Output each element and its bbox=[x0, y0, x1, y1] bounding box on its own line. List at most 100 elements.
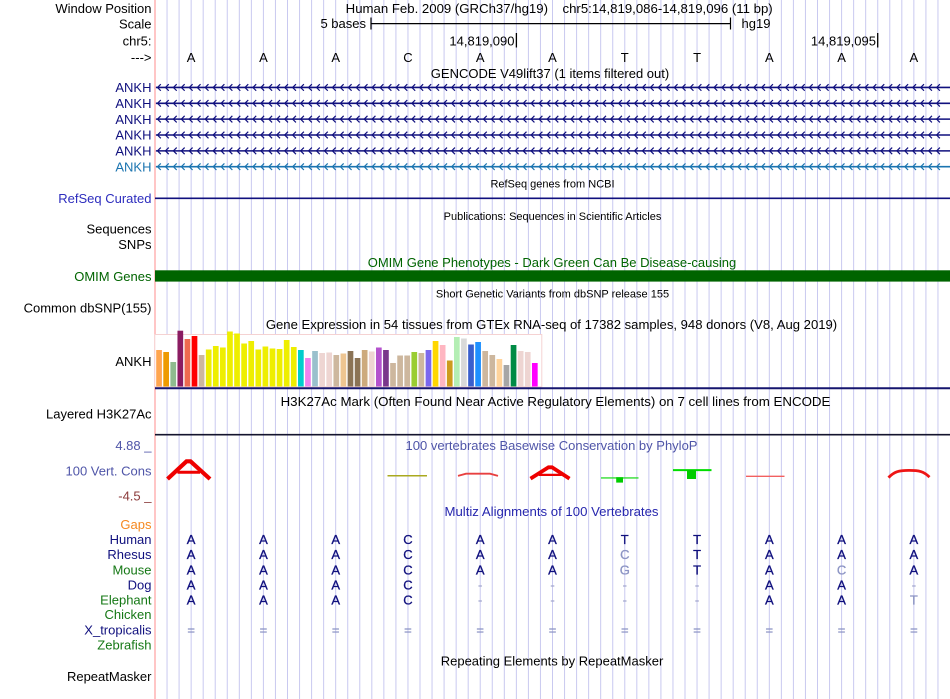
svg-text:A: A bbox=[331, 50, 340, 65]
svg-text:Chicken: Chicken bbox=[105, 607, 152, 622]
svg-text:C: C bbox=[403, 562, 412, 577]
svg-text:A: A bbox=[765, 577, 774, 592]
svg-text:A: A bbox=[548, 562, 557, 577]
svg-text:A: A bbox=[187, 532, 196, 547]
svg-text:-: - bbox=[695, 593, 699, 608]
svg-text:=: = bbox=[766, 622, 774, 637]
svg-text:A: A bbox=[187, 562, 196, 577]
svg-text:-: - bbox=[478, 593, 482, 608]
svg-text:ANKH: ANKH bbox=[115, 80, 151, 95]
svg-text:-4.5 _: -4.5 _ bbox=[118, 488, 152, 503]
svg-text:OMIM Gene Phenotypes - Dark Gr: OMIM Gene Phenotypes - Dark Green Can Be… bbox=[368, 255, 737, 270]
svg-text:=: = bbox=[693, 622, 701, 637]
svg-text:C: C bbox=[403, 50, 412, 65]
svg-text:ANKH: ANKH bbox=[115, 128, 151, 143]
svg-text:A: A bbox=[910, 562, 919, 577]
svg-text:H3K27Ac Mark (Often Found Near: H3K27Ac Mark (Often Found Near Active Re… bbox=[281, 394, 831, 409]
svg-text:A: A bbox=[331, 577, 340, 592]
svg-text:A: A bbox=[548, 50, 557, 65]
svg-text:A: A bbox=[548, 547, 557, 562]
svg-text:Publications: Sequences in Sci: Publications: Sequences in Scientific Ar… bbox=[444, 211, 662, 223]
svg-text:A: A bbox=[765, 50, 774, 65]
svg-text:A: A bbox=[187, 547, 196, 562]
svg-text:-: - bbox=[623, 593, 627, 608]
svg-text:A: A bbox=[259, 547, 268, 562]
svg-text:ANKH: ANKH bbox=[115, 112, 151, 127]
svg-text:C: C bbox=[403, 532, 412, 547]
svg-text:=: = bbox=[838, 622, 846, 637]
svg-text:A: A bbox=[837, 593, 846, 608]
svg-text:=: = bbox=[476, 622, 484, 637]
svg-text:100 vertebrates Basewise Conse: 100 vertebrates Basewise Conservation by… bbox=[406, 438, 698, 453]
svg-text:C: C bbox=[620, 547, 629, 562]
svg-text:100 Vert. Cons: 100 Vert. Cons bbox=[66, 464, 152, 479]
svg-text:A: A bbox=[837, 577, 846, 592]
svg-text:SNPs: SNPs bbox=[118, 237, 152, 252]
svg-text:Sequences: Sequences bbox=[86, 222, 152, 237]
svg-text:--->: ---> bbox=[131, 50, 152, 65]
svg-text:-: - bbox=[550, 577, 554, 592]
svg-text:A: A bbox=[259, 562, 268, 577]
svg-text:=: = bbox=[404, 622, 412, 637]
svg-text:Human Feb. 2009 (GRCh37/hg19): Human Feb. 2009 (GRCh37/hg19) bbox=[346, 1, 548, 16]
svg-text:C: C bbox=[837, 562, 846, 577]
svg-text:A: A bbox=[765, 547, 774, 562]
svg-text:A: A bbox=[259, 577, 268, 592]
svg-text:GENCODE V49lift37 (1 items fil: GENCODE V49lift37 (1 items filtered out) bbox=[431, 66, 669, 81]
svg-text:5 bases: 5 bases bbox=[320, 16, 366, 31]
svg-text:Zebrafish: Zebrafish bbox=[97, 637, 151, 652]
svg-text:ANKH: ANKH bbox=[115, 354, 151, 369]
svg-text:A: A bbox=[187, 50, 196, 65]
svg-text:-: - bbox=[912, 577, 916, 592]
svg-text:T: T bbox=[621, 532, 629, 547]
svg-text:A: A bbox=[259, 50, 268, 65]
svg-text:-: - bbox=[550, 593, 554, 608]
svg-text:Window Position: Window Position bbox=[55, 1, 151, 16]
svg-text:T: T bbox=[910, 593, 918, 608]
svg-text:A: A bbox=[765, 562, 774, 577]
svg-text:A: A bbox=[837, 547, 846, 562]
svg-text:Layered H3K27Ac: Layered H3K27Ac bbox=[46, 407, 152, 422]
svg-text:ANKH: ANKH bbox=[115, 144, 151, 159]
svg-text:Elephant: Elephant bbox=[100, 593, 152, 608]
svg-text:A: A bbox=[476, 547, 485, 562]
svg-text:A: A bbox=[331, 562, 340, 577]
svg-text:=: = bbox=[332, 622, 340, 637]
svg-text:G: G bbox=[620, 562, 630, 577]
svg-text:=: = bbox=[260, 622, 268, 637]
svg-text:14,819,090: 14,819,090 bbox=[449, 34, 514, 49]
svg-text:A: A bbox=[837, 532, 846, 547]
svg-text:-: - bbox=[478, 577, 482, 592]
svg-text:Repeating Elements by RepeatMa: Repeating Elements by RepeatMasker bbox=[441, 653, 664, 668]
svg-text:ANKH: ANKH bbox=[115, 159, 151, 174]
svg-text:A: A bbox=[331, 547, 340, 562]
svg-text:Short Genetic Variants from db: Short Genetic Variants from dbSNP releas… bbox=[436, 288, 669, 300]
svg-text:A: A bbox=[476, 532, 485, 547]
svg-text:A: A bbox=[259, 532, 268, 547]
svg-text:A: A bbox=[259, 593, 268, 608]
svg-text:C: C bbox=[403, 593, 412, 608]
svg-text:OMIM Genes: OMIM Genes bbox=[74, 269, 152, 284]
svg-text:A: A bbox=[765, 532, 774, 547]
svg-text:A: A bbox=[476, 562, 485, 577]
svg-text:14,819,095: 14,819,095 bbox=[811, 34, 876, 49]
svg-text:ANKH: ANKH bbox=[115, 96, 151, 111]
svg-text:T: T bbox=[621, 50, 629, 65]
svg-text:A: A bbox=[765, 593, 774, 608]
svg-text:Scale: Scale bbox=[119, 17, 152, 32]
svg-text:-: - bbox=[695, 577, 699, 592]
svg-text:T: T bbox=[693, 532, 701, 547]
svg-text:A: A bbox=[476, 50, 485, 65]
svg-text:C: C bbox=[403, 547, 412, 562]
svg-text:Rhesus: Rhesus bbox=[107, 547, 152, 562]
svg-text:Dog: Dog bbox=[128, 577, 152, 592]
svg-text:chr5:14,819,086-14,819,096 (11: chr5:14,819,086-14,819,096 (11 bp) bbox=[563, 1, 773, 16]
svg-text:T: T bbox=[693, 50, 701, 65]
svg-text:Mouse: Mouse bbox=[112, 562, 151, 577]
svg-text:A: A bbox=[837, 50, 846, 65]
svg-text:Gaps: Gaps bbox=[120, 517, 152, 532]
svg-text:A: A bbox=[187, 577, 196, 592]
svg-text:RepeatMasker: RepeatMasker bbox=[67, 669, 152, 684]
svg-text:A: A bbox=[187, 593, 196, 608]
svg-text:Gene Expression in 54 tissues: Gene Expression in 54 tissues from GTEx … bbox=[266, 317, 837, 332]
